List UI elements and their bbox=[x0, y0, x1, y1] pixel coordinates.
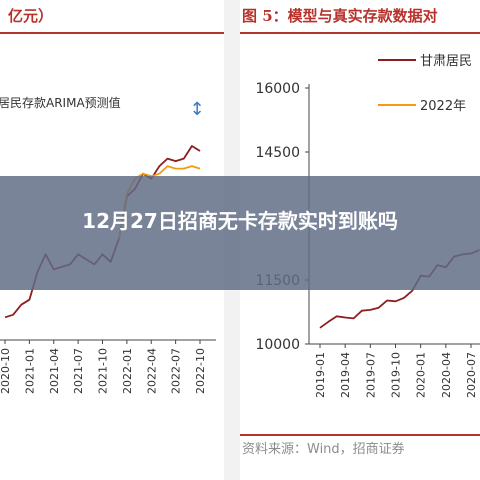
right-y-tick-label: 10000 bbox=[255, 337, 300, 353]
left-title-rule bbox=[0, 32, 224, 34]
left-x-tick-label: 2021-04 bbox=[48, 348, 61, 394]
right-x-tick-label: 2020-07 bbox=[465, 352, 478, 398]
left-chart-title: （四川，单位：亿元） bbox=[0, 7, 54, 25]
right-x-tick-label: 2020-01 bbox=[415, 352, 428, 398]
chart-source: 资料来源：Wind，招商证券 bbox=[242, 442, 405, 457]
left-x-tick-label: 2020-10 bbox=[0, 348, 12, 394]
left-x-tick-label: 2022-10 bbox=[194, 348, 207, 394]
left-legend-label: 居民存款ARIMA预测值 bbox=[0, 95, 121, 110]
headline-banner[interactable]: 12月27日招商无卡存款实时到账吗 bbox=[0, 176, 480, 290]
article-headline[interactable]: 12月27日招商无卡存款实时到账吗 bbox=[82, 209, 398, 233]
source-rule bbox=[240, 434, 480, 436]
right-y-tick-label: 16000 bbox=[255, 81, 300, 97]
right-legend-label-2: 2022年 bbox=[420, 99, 466, 114]
left-x-tick-label: 2021-07 bbox=[72, 348, 85, 394]
right-x-tick-label: 2020-04 bbox=[440, 352, 453, 398]
right-legend-label-1: 甘肃居民 bbox=[420, 54, 472, 69]
right-x-tick-label: 2019-07 bbox=[364, 352, 377, 398]
right-x-tick-label: 2019-04 bbox=[339, 352, 352, 398]
right-x-tick-label: 2019-01 bbox=[314, 352, 327, 398]
left-annotation-arrow: ↕ bbox=[189, 99, 204, 120]
left-x-tick-label: 2022-04 bbox=[145, 348, 158, 394]
left-x-tick-label: 2021-10 bbox=[97, 348, 110, 394]
right-title-rule bbox=[240, 32, 480, 34]
right-chart-title: 图 5：模型与真实存款数据对 bbox=[242, 7, 438, 25]
left-x-tick-label: 2021-01 bbox=[23, 348, 36, 394]
right-x-tick-label: 2019-10 bbox=[390, 352, 403, 398]
left-x-tick-label: 2022-07 bbox=[170, 348, 183, 394]
right-y-tick-label: 14500 bbox=[255, 145, 300, 161]
left-x-tick-label: 2022-01 bbox=[121, 348, 134, 394]
